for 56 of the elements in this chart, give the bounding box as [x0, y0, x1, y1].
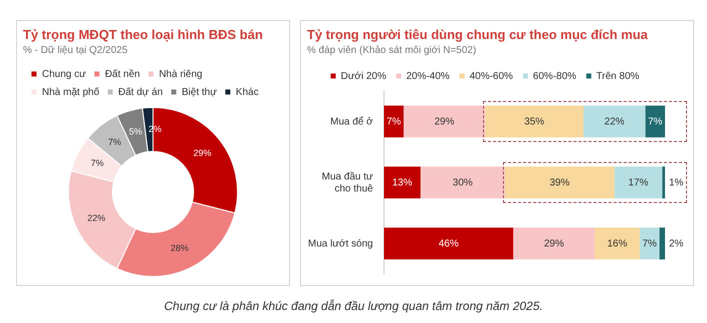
data-label: 7%	[648, 116, 662, 128]
chart-subtitle: % - Dữ liệu tại Q2/2025	[23, 45, 128, 56]
data-label: 1%	[669, 177, 684, 188]
data-label: 39%	[550, 177, 570, 188]
legend-label: Khác	[236, 86, 259, 98]
legend-label: Trên 80%	[596, 70, 640, 82]
data-label: 7%	[386, 116, 402, 128]
data-label: 28%	[170, 243, 189, 254]
bar	[594, 228, 640, 260]
bar	[513, 228, 595, 260]
data-label: 7%	[90, 158, 104, 168]
text: Chung cư là phân khúc đang dẫn đầu lượng quan tâm trong năm 2025.	[163, 299, 544, 313]
legend-label: Biệt thự	[182, 86, 218, 98]
bar	[645, 106, 665, 138]
data-label: 29%	[434, 116, 454, 128]
bar	[384, 228, 514, 260]
legend-label: Dưới 20%	[340, 70, 386, 82]
data-label: 2%	[669, 238, 684, 250]
y-tick-label: Mua để ở	[330, 115, 374, 128]
data-label: 7%	[108, 137, 122, 148]
legend-label: Chung cư	[42, 68, 86, 80]
bar	[659, 228, 665, 260]
bar	[485, 106, 584, 138]
data-label: 5%	[129, 126, 142, 136]
bar	[640, 228, 660, 260]
data-label: 29%	[193, 148, 212, 158]
legend-label: 60%-80%	[532, 70, 576, 82]
legend-label: Đất dự án	[118, 86, 163, 98]
bar	[583, 106, 646, 138]
data-label: 29%	[544, 238, 564, 250]
data-label: 35%	[524, 116, 544, 128]
y-tick-label: Mua lướt sóng	[308, 238, 373, 250]
data-label: 22%	[87, 213, 106, 224]
legend-label: Đất nền	[104, 68, 140, 80]
data-label: 46%	[438, 238, 459, 250]
chart-title: Tỷ trọng người tiêu dùng chung cư theo mục đích mua	[307, 27, 648, 42]
data-label: 30%	[452, 177, 473, 188]
legend-label: Nhà mặt phố	[42, 86, 100, 98]
legend-label: Nhà riêng	[158, 68, 202, 80]
data-label: 7%	[642, 238, 657, 250]
legend-label: 20%-40%	[406, 70, 450, 82]
bar	[384, 106, 404, 138]
bar	[662, 166, 665, 198]
chart-title: Tỷ trọng MĐQT theo loại hình BĐS bán	[23, 27, 263, 42]
y-tick-label: Mua đầu tư cho thuê	[322, 171, 374, 194]
chart-subtitle: % đáp viên (Khảo sát môi giới N=502)	[307, 45, 476, 56]
data-label: 16%	[607, 238, 628, 250]
legend-label: 40%-60%	[470, 70, 514, 82]
data-label: 17%	[628, 177, 648, 188]
data-label: 13%	[392, 177, 412, 188]
bar	[614, 166, 662, 198]
bar	[504, 166, 614, 198]
data-label: 22%	[604, 116, 625, 128]
bar	[404, 106, 486, 138]
bar	[384, 166, 420, 198]
bar	[420, 166, 505, 198]
